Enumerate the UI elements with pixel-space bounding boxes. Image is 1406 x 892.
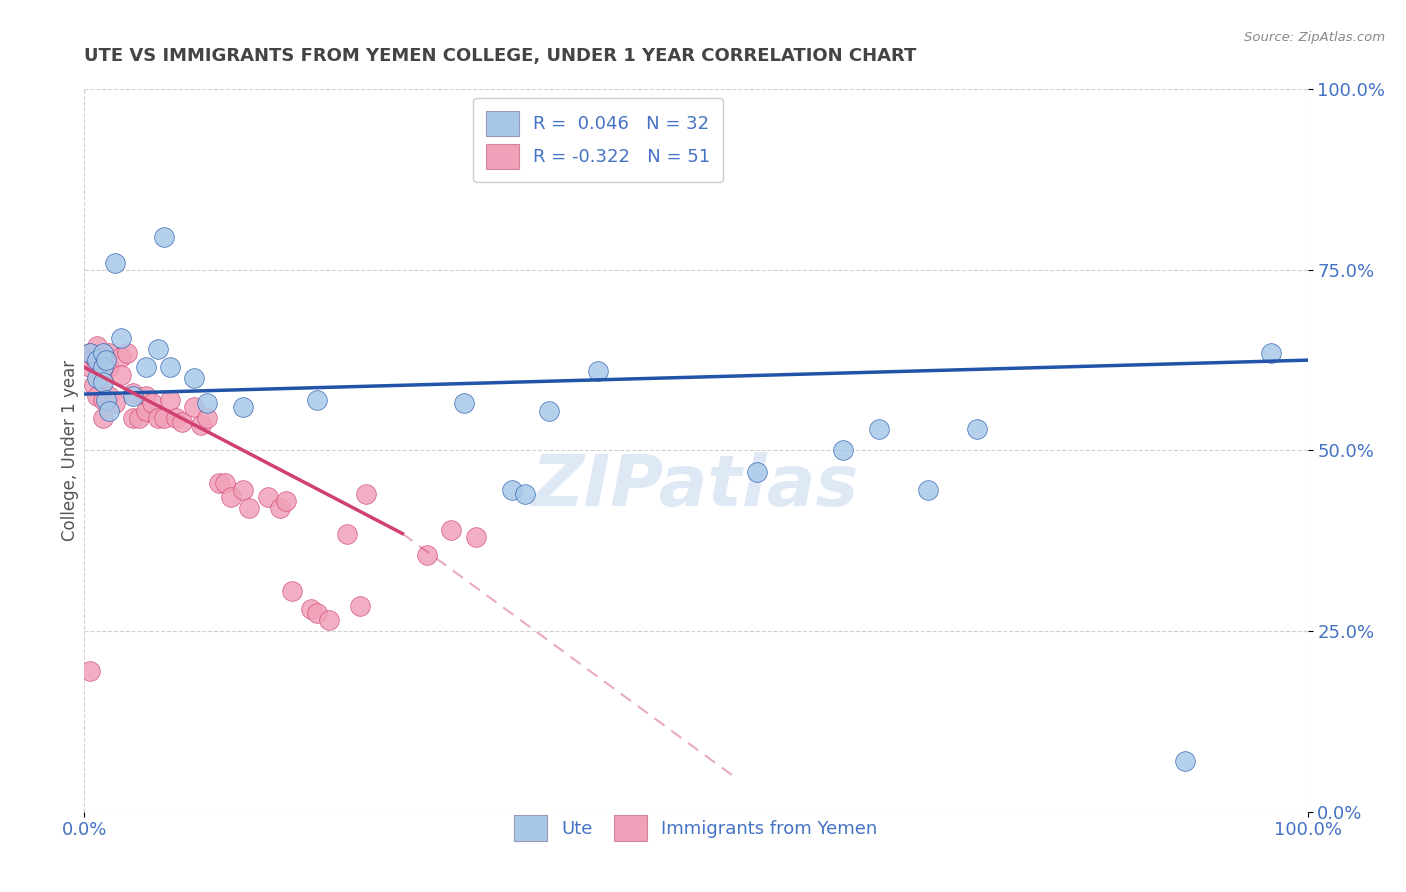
- Point: [146, 411, 169, 425]
- Y-axis label: College, Under 1 year: College, Under 1 year: [62, 359, 80, 541]
- Point: [86, 339, 108, 353]
- Point: [831, 443, 853, 458]
- Point: [128, 411, 150, 425]
- Point: [83, 350, 105, 364]
- Point: [96, 392, 118, 407]
- Text: UTE VS IMMIGRANTS FROM YEMEN COLLEGE, UNDER 1 YEAR CORRELATION CHART: UTE VS IMMIGRANTS FROM YEMEN COLLEGE, UN…: [84, 47, 917, 65]
- Point: [110, 350, 132, 364]
- Point: [190, 418, 212, 433]
- Point: [79, 664, 101, 678]
- Point: [464, 530, 486, 544]
- Point: [153, 230, 176, 244]
- Point: [966, 422, 988, 436]
- Point: [91, 360, 114, 375]
- Point: [97, 346, 120, 360]
- Point: [104, 396, 127, 410]
- Point: [183, 371, 205, 385]
- Point: [281, 584, 304, 599]
- Point: [135, 403, 157, 417]
- Point: [79, 360, 101, 375]
- Point: [747, 465, 769, 479]
- Legend: Ute, Immigrants from Yemen: Ute, Immigrants from Yemen: [502, 803, 890, 854]
- Point: [79, 346, 101, 360]
- Point: [1174, 754, 1197, 768]
- Point: [513, 487, 536, 501]
- Point: [305, 606, 328, 620]
- Point: [97, 360, 120, 375]
- Point: [269, 501, 291, 516]
- Point: [440, 523, 463, 537]
- Text: Source: ZipAtlas.com: Source: ZipAtlas.com: [1244, 31, 1385, 45]
- Point: [502, 483, 524, 498]
- Point: [122, 389, 145, 403]
- Point: [91, 411, 114, 425]
- Point: [318, 613, 340, 627]
- Point: [110, 368, 132, 382]
- Point: [195, 411, 218, 425]
- Point: [86, 357, 108, 371]
- Point: [141, 396, 163, 410]
- Point: [91, 371, 114, 385]
- Point: [917, 483, 939, 498]
- Point: [79, 346, 101, 360]
- Point: [97, 389, 120, 403]
- Point: [195, 396, 218, 410]
- Point: [86, 371, 108, 385]
- Point: [276, 494, 298, 508]
- Point: [115, 346, 138, 360]
- Point: [349, 599, 371, 613]
- Point: [135, 360, 157, 375]
- Point: [91, 392, 114, 407]
- Point: [146, 343, 169, 357]
- Point: [336, 526, 359, 541]
- Text: ZIPatlas: ZIPatlas: [533, 452, 859, 521]
- Point: [122, 411, 145, 425]
- Point: [183, 400, 205, 414]
- Point: [91, 375, 114, 389]
- Point: [586, 364, 609, 378]
- Point: [122, 385, 145, 400]
- Point: [97, 403, 120, 417]
- Point: [299, 602, 322, 616]
- Point: [153, 411, 176, 425]
- Point: [219, 491, 242, 505]
- Point: [165, 411, 187, 425]
- Point: [416, 548, 439, 562]
- Point: [91, 350, 114, 364]
- Point: [232, 483, 254, 498]
- Point: [172, 415, 194, 429]
- Point: [305, 392, 328, 407]
- Point: [214, 475, 236, 490]
- Point: [354, 487, 377, 501]
- Point: [232, 400, 254, 414]
- Point: [238, 501, 260, 516]
- Point: [869, 422, 891, 436]
- Point: [257, 491, 280, 505]
- Point: [104, 255, 127, 269]
- Point: [159, 360, 181, 375]
- Point: [159, 392, 181, 407]
- Point: [110, 331, 132, 345]
- Point: [1260, 346, 1282, 360]
- Point: [83, 378, 105, 392]
- Point: [453, 396, 475, 410]
- Point: [135, 389, 157, 403]
- Point: [91, 346, 114, 360]
- Point: [86, 389, 108, 403]
- Point: [538, 403, 561, 417]
- Point: [86, 353, 108, 368]
- Point: [208, 475, 231, 490]
- Point: [96, 353, 118, 368]
